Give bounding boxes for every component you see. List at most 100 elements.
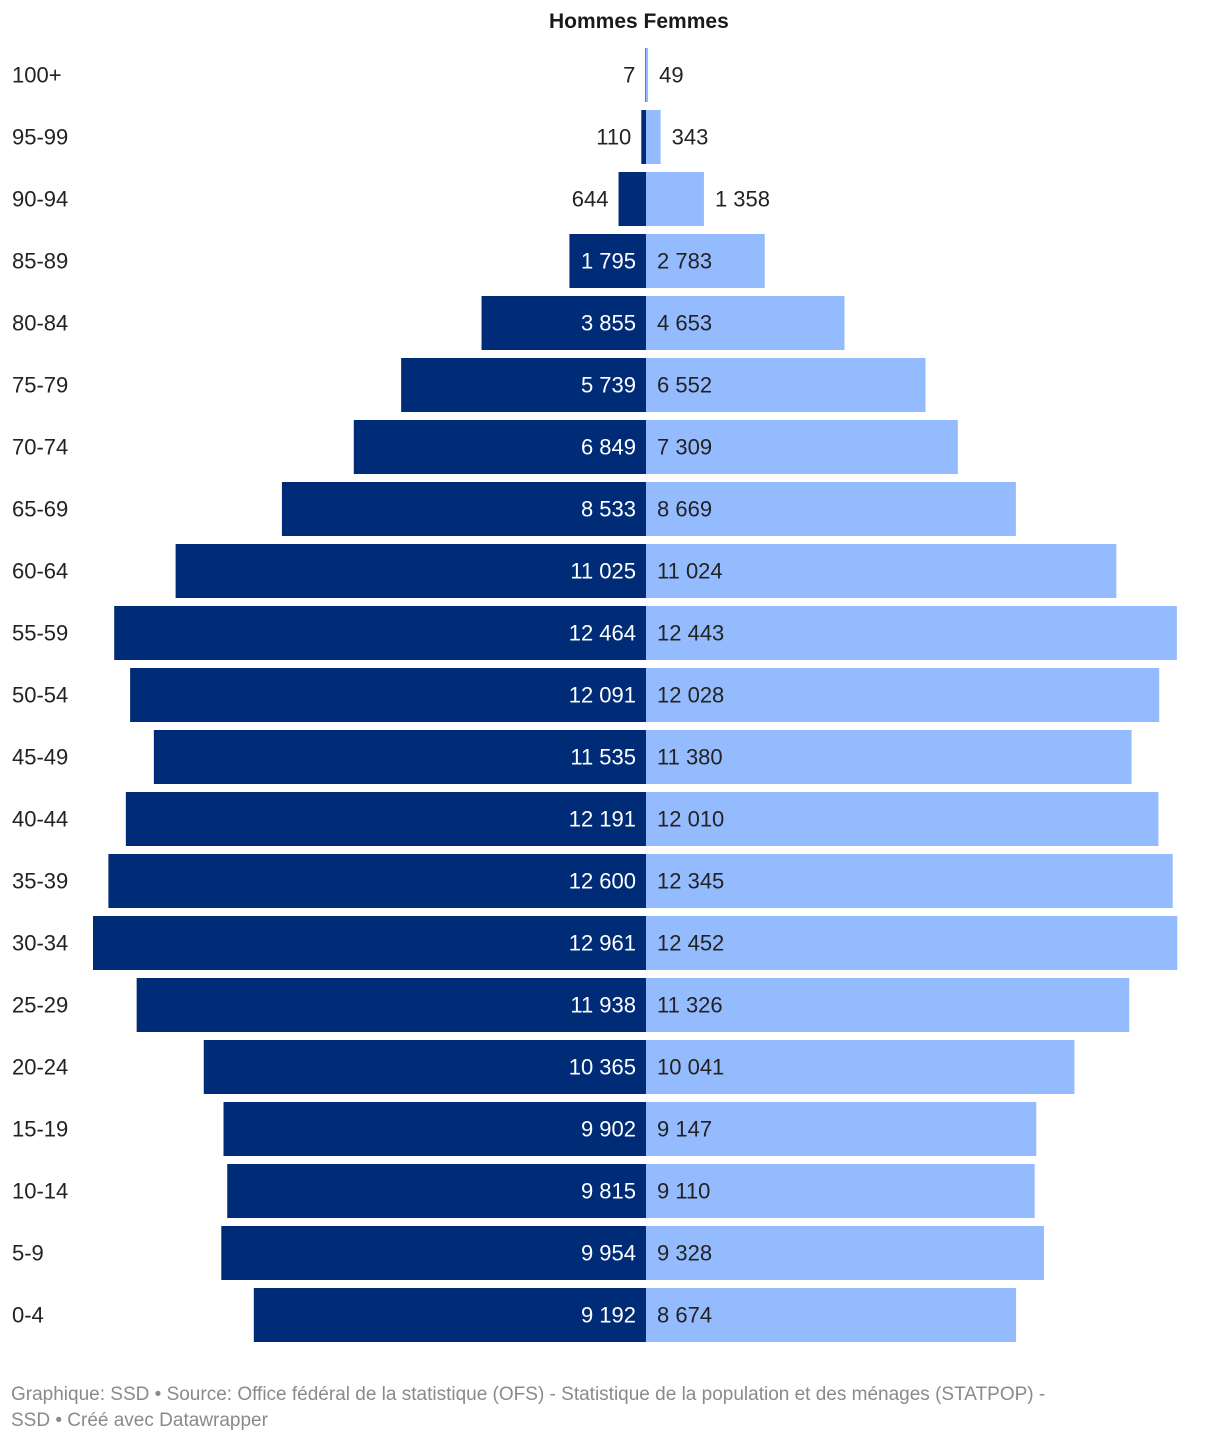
value-label-femmes: 7 309 xyxy=(657,435,712,460)
value-label-femmes: 6 552 xyxy=(657,373,712,398)
value-label-hommes: 3 855 xyxy=(581,311,636,336)
bar-femmes xyxy=(646,48,649,102)
value-label-femmes: 11 380 xyxy=(657,745,723,770)
value-label-hommes: 11 938 xyxy=(570,993,636,1018)
bar-femmes xyxy=(646,1226,1044,1280)
bar-femmes xyxy=(646,978,1130,1032)
age-group-label: 0-4 xyxy=(12,1303,44,1328)
age-group-label: 100+ xyxy=(12,63,62,88)
value-label-femmes: 12 345 xyxy=(657,869,724,894)
bar-femmes xyxy=(646,730,1132,784)
bar-hommes xyxy=(281,482,646,536)
value-label-femmes: 9 110 xyxy=(657,1179,710,1204)
value-label-femmes: 11 024 xyxy=(657,559,723,584)
value-label-femmes: 12 452 xyxy=(657,931,724,956)
age-group-label: 50-54 xyxy=(12,683,68,708)
bar-hommes xyxy=(93,916,646,970)
bar-hommes xyxy=(153,730,646,784)
value-label-hommes: 9 902 xyxy=(581,1117,636,1142)
bar-hommes xyxy=(221,1226,647,1280)
bar-hommes xyxy=(108,854,647,908)
age-group-label: 95-99 xyxy=(12,125,68,150)
bar-femmes xyxy=(646,482,1016,536)
bar-hommes xyxy=(481,296,646,350)
age-group-label: 80-84 xyxy=(12,311,68,336)
age-group-label: 10-14 xyxy=(12,1179,68,1204)
value-label-femmes: 343 xyxy=(672,125,709,150)
bar-hommes xyxy=(353,420,646,474)
value-label-femmes: 1 358 xyxy=(715,187,770,212)
bar-hommes xyxy=(618,172,646,226)
value-label-hommes: 6 849 xyxy=(581,435,636,460)
bar-femmes xyxy=(646,668,1160,722)
value-label-femmes: 9 147 xyxy=(657,1117,712,1142)
legend: Hommes Femmes xyxy=(549,10,729,34)
bar-hommes xyxy=(125,792,647,846)
age-group-label: 25-29 xyxy=(12,993,68,1018)
value-label-hommes: 644 xyxy=(572,187,609,212)
value-label-hommes: 5 739 xyxy=(581,373,636,398)
value-label-hommes: 12 191 xyxy=(569,807,636,832)
age-group-label: 45-49 xyxy=(12,745,68,770)
value-label-hommes: 8 533 xyxy=(581,497,636,522)
bar-hommes xyxy=(569,234,646,288)
value-label-femmes: 8 669 xyxy=(657,497,712,522)
bar-hommes xyxy=(136,978,646,1032)
age-group-label: 35-39 xyxy=(12,869,68,894)
bar-hommes xyxy=(203,1040,646,1094)
age-group-label: 85-89 xyxy=(12,249,68,274)
value-label-hommes: 9 815 xyxy=(581,1179,636,1204)
value-label-hommes: 12 600 xyxy=(569,869,636,894)
legend-women: Femmes xyxy=(643,10,729,33)
age-group-label: 5-9 xyxy=(12,1241,44,1266)
footer-line-2: SSD • Créé avec Datawrapper xyxy=(11,1410,268,1431)
value-label-hommes: 9 954 xyxy=(581,1241,636,1266)
bar-hommes xyxy=(175,544,646,598)
bar-femmes xyxy=(646,1102,1037,1156)
value-label-hommes: 12 091 xyxy=(569,683,636,708)
value-label-femmes: 12 443 xyxy=(657,621,724,646)
bar-femmes xyxy=(646,1040,1075,1094)
value-label-femmes: 11 326 xyxy=(657,993,723,1018)
bar-hommes xyxy=(641,110,646,164)
value-label-hommes: 9 192 xyxy=(581,1303,636,1328)
value-label-hommes: 12 961 xyxy=(569,931,636,956)
bar-femmes xyxy=(646,110,661,164)
value-label-femmes: 2 783 xyxy=(657,249,712,274)
value-label-femmes: 10 041 xyxy=(657,1055,724,1080)
bar-hommes xyxy=(223,1102,646,1156)
footer-line-1: Graphique: SSD • Source: Office fédéral … xyxy=(11,1384,1046,1405)
bar-hommes xyxy=(401,358,646,412)
age-group-label: 60-64 xyxy=(12,559,68,584)
value-label-hommes: 12 464 xyxy=(569,621,636,646)
chart-footer: Graphique: SSD • Source: Office fédéral … xyxy=(11,1382,1201,1434)
bar-femmes xyxy=(646,1288,1017,1342)
bar-femmes xyxy=(646,420,958,474)
value-label-hommes: 11 025 xyxy=(570,559,636,584)
value-label-femmes: 12 028 xyxy=(657,683,724,708)
bar-femmes xyxy=(646,854,1173,908)
value-label-femmes: 8 674 xyxy=(657,1303,712,1328)
age-group-label: 55-59 xyxy=(12,621,68,646)
value-label-femmes: 12 010 xyxy=(657,807,724,832)
age-group-label: 40-44 xyxy=(12,807,68,832)
legend-men: Hommes xyxy=(549,10,638,33)
value-label-hommes: 10 365 xyxy=(569,1055,636,1080)
bar-hommes xyxy=(114,606,647,660)
bar-femmes xyxy=(646,296,845,350)
bar-femmes xyxy=(646,172,704,226)
value-label-femmes: 49 xyxy=(659,63,683,88)
value-label-hommes: 7 xyxy=(623,63,635,88)
age-group-label: 75-79 xyxy=(12,373,68,398)
bar-femmes xyxy=(646,1164,1035,1218)
age-group-label: 30-34 xyxy=(12,931,68,956)
bar-femmes xyxy=(646,358,926,412)
value-label-femmes: 9 328 xyxy=(657,1241,712,1266)
bar-femmes xyxy=(646,606,1177,660)
bar-femmes xyxy=(646,544,1117,598)
age-group-label: 20-24 xyxy=(12,1055,68,1080)
value-label-hommes: 110 xyxy=(596,125,631,150)
age-group-label: 65-69 xyxy=(12,497,68,522)
bar-hommes xyxy=(645,48,646,102)
